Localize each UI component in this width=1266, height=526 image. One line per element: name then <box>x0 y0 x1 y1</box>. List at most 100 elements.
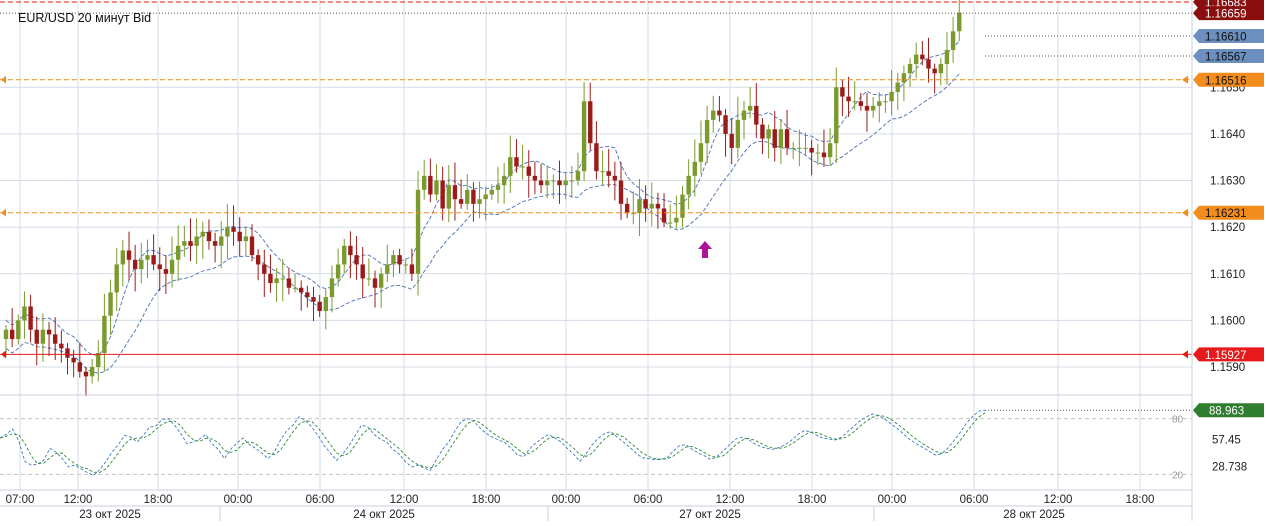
time-tick-label: 00:00 <box>552 494 581 506</box>
price-tag <box>1193 347 1264 362</box>
candle-down <box>606 171 611 176</box>
candle-down <box>846 96 851 102</box>
candle-down <box>532 175 538 181</box>
price-tag-label: 1.16516 <box>1205 75 1247 87</box>
candle-up <box>403 264 408 266</box>
candle-up <box>877 101 882 106</box>
candle-up <box>575 171 581 181</box>
candle-up <box>108 292 113 316</box>
price-tick-label: 1.1630 <box>1210 176 1245 188</box>
candle-down <box>409 264 415 274</box>
time-tick-label: 18:00 <box>472 494 501 506</box>
price-tag <box>1193 6 1264 21</box>
candle-up <box>870 105 876 111</box>
candle-down <box>864 105 870 111</box>
candle-up <box>378 273 384 288</box>
candle-up <box>89 367 95 377</box>
candle-up <box>323 297 328 312</box>
candle-up <box>102 315 107 354</box>
candle-down <box>458 199 464 204</box>
candle-down <box>348 245 353 256</box>
candle-up <box>674 217 679 223</box>
candle-down <box>514 157 519 167</box>
price-tag <box>1193 72 1264 87</box>
stochastic-d-line <box>0 412 986 473</box>
time-tick-label: 00:00 <box>878 494 907 506</box>
candle-up <box>938 63 943 74</box>
time-tick-label: 12:00 <box>390 494 419 506</box>
ma-slow-line <box>5 73 960 374</box>
candle-down <box>46 329 52 335</box>
candle-up <box>169 259 175 274</box>
candle-up <box>483 194 488 200</box>
candle-up <box>778 129 784 148</box>
candle-down <box>784 129 790 148</box>
candle-down <box>821 152 827 158</box>
moving-averages <box>5 40 960 374</box>
candle-down <box>212 241 218 246</box>
stochastic-levels <box>0 418 1192 475</box>
candle-up <box>581 101 587 172</box>
candle-up <box>649 203 654 209</box>
candle-down <box>557 180 562 186</box>
candle-down <box>126 250 132 260</box>
price-tag <box>1193 49 1264 64</box>
candle-up <box>791 147 796 149</box>
candle-down <box>157 264 162 270</box>
candle-up <box>489 189 495 195</box>
candle-up <box>366 278 372 280</box>
time-axis: 07:00 12:00 18:00 00:00 06:00 12:00 18:00 00:00… <box>6 494 1154 521</box>
price-axis: 1.1590 1.1600 1.1610 1.1620 1.1630 1.1640 1.16… <box>1172 82 1247 481</box>
candle-up <box>446 185 451 209</box>
candle-up <box>3 329 9 340</box>
candle-down <box>655 203 661 209</box>
horizontal-levels[interactable] <box>0 1 1192 359</box>
candle-up <box>292 287 298 289</box>
price-tag-label: 1.15927 <box>1205 350 1247 362</box>
candle-up <box>495 185 501 190</box>
candle-down <box>249 236 255 256</box>
candle-up <box>139 259 144 270</box>
price-tick-label: 1.1620 <box>1210 222 1245 234</box>
price-tag <box>1193 205 1264 220</box>
candle-down <box>729 133 734 148</box>
candle-up <box>501 175 507 186</box>
candle-up <box>907 63 913 74</box>
price-tag-label: 1.16610 <box>1205 31 1247 43</box>
candle-down <box>360 264 365 279</box>
candle-up <box>631 213 636 215</box>
candle-down <box>188 241 193 246</box>
candle-down <box>643 199 648 209</box>
candle-down <box>311 297 316 302</box>
candle-up <box>852 101 857 103</box>
candle-down <box>809 147 814 153</box>
candle-up <box>747 105 753 111</box>
candle-up <box>40 329 46 344</box>
date-label: 27 окт 2025 <box>679 509 741 521</box>
ma-fast-line <box>5 40 960 356</box>
candle-up <box>741 110 747 120</box>
candle-up <box>385 264 390 274</box>
candle-down <box>754 105 759 125</box>
level-arrow-icon <box>1 208 6 217</box>
candle-up <box>551 180 556 182</box>
candle-down <box>618 180 624 204</box>
candle-down <box>858 101 864 106</box>
candle-up <box>194 236 199 246</box>
candle-down <box>28 306 33 330</box>
candle-up <box>735 119 741 148</box>
stochastic-tag-label: 88.963 <box>1209 406 1244 418</box>
candle-up <box>637 199 642 214</box>
candle-up <box>176 245 181 260</box>
level-arrow-icon <box>1 350 6 359</box>
candle-down <box>471 189 476 204</box>
candle-down <box>299 287 304 293</box>
candle-up <box>827 143 833 158</box>
candle-up <box>335 264 341 279</box>
candle-down <box>59 343 64 349</box>
price-tick-label: 1.1590 <box>1210 362 1245 374</box>
axes <box>0 0 1193 521</box>
candle-up <box>329 278 335 298</box>
candle-down <box>932 68 937 74</box>
